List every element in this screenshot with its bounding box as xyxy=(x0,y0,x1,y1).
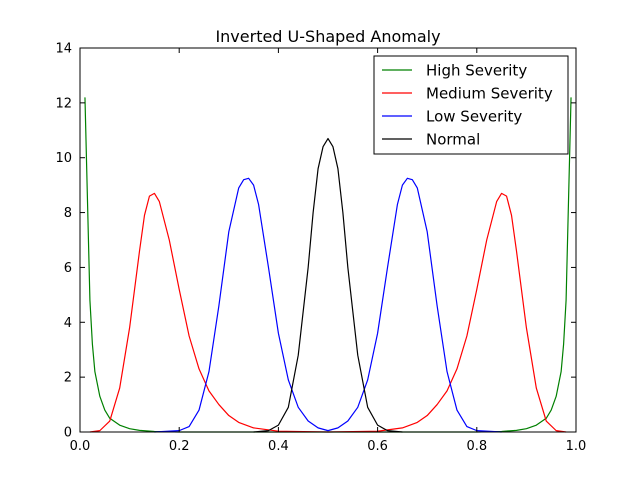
chart-title: Inverted U-Shaped Anomaly xyxy=(215,27,440,46)
y-tick-label: 4 xyxy=(64,316,72,331)
legend-label: Normal xyxy=(426,131,480,149)
legend: High Severity Medium Severity Low Severity… xyxy=(373,55,569,155)
legend-label: Low Severity xyxy=(426,108,522,126)
y-tick-label: 12 xyxy=(55,96,72,111)
legend-label: High Severity xyxy=(426,62,527,80)
plot-frame xyxy=(79,47,577,433)
x-tick-label: 0.2 xyxy=(169,439,190,454)
x-tick-label: 1.0 xyxy=(566,439,587,454)
x-axis: 0.0 0.2 0.4 0.6 0.8 1.0 xyxy=(70,48,587,454)
x-tick-label: 0.6 xyxy=(367,439,388,454)
y-tick-label: 14 xyxy=(55,42,72,57)
y-tick-label: 6 xyxy=(64,261,72,276)
legend-box xyxy=(373,55,569,155)
legend-label: Medium Severity xyxy=(426,85,553,103)
y-axis: 0 2 4 6 8 10 12 14 xyxy=(55,42,576,441)
series-line-normal xyxy=(253,137,403,433)
x-tick-label: 0.0 xyxy=(70,439,91,454)
series-line-low-severity xyxy=(154,177,502,433)
y-tick-label: 2 xyxy=(64,371,72,386)
y-tick-label: 8 xyxy=(64,206,72,221)
x-tick-label: 0.4 xyxy=(268,439,289,454)
y-tick-label: 10 xyxy=(55,151,72,166)
y-tick-label: 0 xyxy=(64,426,72,441)
x-tick-label: 0.8 xyxy=(466,439,487,454)
